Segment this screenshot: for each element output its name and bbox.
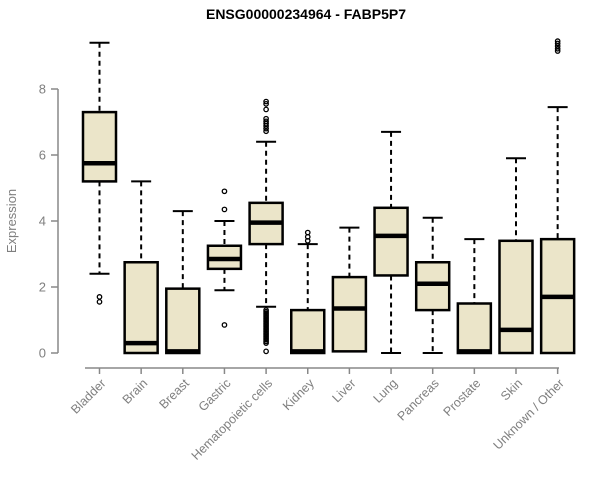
outlier-point — [221, 188, 228, 195]
outlier-point — [263, 348, 269, 355]
outlier-point — [554, 45, 561, 52]
boxplot-liver — [331, 226, 368, 353]
outlier-point — [304, 237, 311, 244]
box-rect — [165, 287, 201, 355]
outlier-point — [221, 206, 228, 213]
outlier-point — [554, 40, 561, 47]
box-rect — [331, 275, 368, 353]
x-category-label: Liver — [329, 376, 358, 405]
x-category-label: Gastric — [196, 376, 234, 414]
chart-title: ENSG00000234964 - FABP5P7 — [206, 6, 406, 22]
axes-layer: 0 2 4 6 8 Bladder Brain Breast GastricHematopoie… — [39, 82, 567, 463]
outlier-point — [554, 48, 561, 54]
boxplot-gastric — [206, 188, 243, 328]
outlier-point — [263, 123, 269, 129]
outlier-point — [263, 128, 269, 135]
box-rect — [81, 110, 118, 183]
box-rect — [456, 302, 493, 355]
box-rect — [290, 308, 326, 355]
box-rect — [498, 239, 534, 355]
x-category-label: Brain — [120, 376, 151, 407]
boxplot-kidney — [290, 229, 326, 355]
x-category-label: Unknown / Other — [491, 376, 567, 452]
y-tick-label: 2 — [39, 280, 46, 295]
boxplot-skin — [498, 157, 534, 355]
outlier-point — [263, 125, 269, 132]
x-category-label: Hematopoietic cells — [189, 376, 276, 463]
boxplot-pancreas — [414, 216, 451, 354]
outlier-point — [263, 340, 269, 346]
y-tick-label: 6 — [39, 148, 46, 163]
box-rect — [373, 206, 409, 277]
x-category-label: Breast — [156, 376, 192, 412]
boxplot-unknown-other — [539, 38, 576, 355]
outlier-point — [96, 298, 103, 305]
box-rect — [123, 261, 159, 355]
outlier-point — [263, 101, 269, 107]
outlier-point — [96, 294, 103, 300]
boxplot-bladder — [81, 41, 118, 305]
y-tick-label: 0 — [39, 346, 46, 361]
x-category-label: Pancreas — [395, 376, 442, 423]
outlier-point — [263, 106, 269, 113]
y-tick-label: 4 — [39, 214, 46, 229]
boxplot-brain — [123, 180, 159, 355]
boxes-layer — [81, 38, 576, 355]
box-rect — [414, 261, 451, 312]
outlier-point — [221, 322, 228, 328]
y-axis-title: Expression — [4, 189, 19, 253]
boxplot-hematopoietic-cells — [248, 98, 284, 355]
boxplot-prostate — [456, 238, 493, 355]
x-category-label: Lung — [371, 376, 401, 406]
x-category-label: Prostate — [441, 376, 484, 419]
boxplot-breast — [165, 210, 201, 355]
outlier-point — [263, 98, 269, 105]
x-category-label: Skin — [498, 376, 525, 403]
y-tick-label: 8 — [39, 82, 46, 97]
x-category-label: Bladder — [68, 376, 108, 416]
boxplot-lung — [373, 130, 409, 354]
x-category-label: Kidney — [280, 376, 317, 413]
